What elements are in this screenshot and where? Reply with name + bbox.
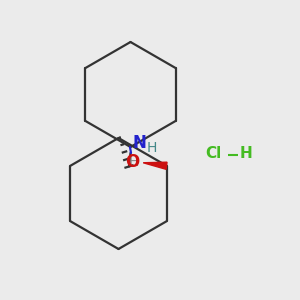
Text: O: O bbox=[125, 153, 139, 171]
Text: H: H bbox=[128, 155, 139, 169]
Text: H: H bbox=[147, 140, 158, 154]
Text: N: N bbox=[133, 134, 147, 152]
Polygon shape bbox=[143, 162, 167, 169]
Text: Cl: Cl bbox=[206, 146, 222, 160]
Text: H: H bbox=[240, 146, 253, 160]
